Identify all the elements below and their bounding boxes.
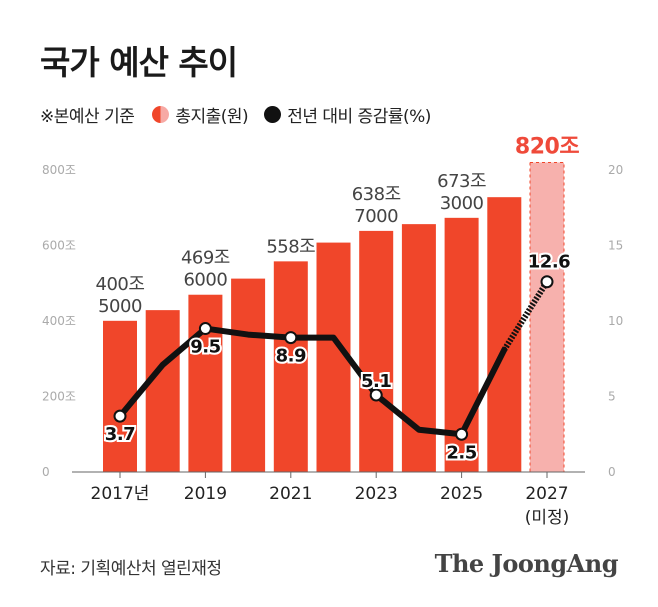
line-point-marker [540, 275, 554, 289]
legend-note: ※본예산 기준 [40, 107, 135, 127]
x-tick-label: 2021 [269, 484, 312, 504]
bar-value-label: 469조 [181, 248, 230, 269]
line-value-label: 2.5 [446, 442, 476, 463]
x-tick-label: 2025 [440, 484, 483, 504]
line-point-marker [284, 331, 298, 345]
bar [401, 224, 436, 472]
y-right-tick-label: 0 [608, 465, 616, 479]
brand-logo: The JoongAng [434, 549, 619, 578]
y-left-tick-label: 800조 [42, 163, 76, 177]
bar-value-label: 6000 [183, 270, 227, 291]
bar-value-label: 400조 [96, 274, 145, 295]
line-value-label: 9.5 [190, 337, 220, 358]
bar [103, 320, 137, 472]
line-point-marker [455, 427, 469, 441]
line-value-label: 5.1 [361, 371, 391, 392]
legend-line-label: 전년 대비 증감률(%) [287, 107, 431, 127]
bar [188, 294, 223, 472]
bar [273, 261, 308, 472]
line-point-marker [369, 388, 383, 402]
legend-bar-swatch-icon [152, 106, 170, 123]
growth-rate-line [117, 325, 508, 438]
growth-rate-line-projected [501, 280, 550, 352]
bar-value-label: 5000 [98, 296, 142, 317]
bar-value-label: 3000 [440, 193, 484, 214]
x-tick-label: 2019 [184, 484, 227, 504]
line-point-marker [113, 409, 127, 423]
legend-bar-label: 총지출(원) [175, 107, 249, 127]
y-right-tick-label: 10 [608, 314, 623, 328]
bar-value-label: 7000 [354, 206, 398, 227]
y-left-tick-label: 400조 [42, 314, 76, 328]
y-left-tick-label: 200조 [42, 390, 76, 404]
legend: ※본예산 기준 총지출(원) 전년 대비 증감률(%) [40, 102, 431, 127]
y-left-tick-label: 0 [42, 465, 50, 479]
line-value-label: 3.7 [105, 424, 135, 445]
bar-value-label: 820조 [515, 134, 579, 159]
bar [231, 278, 266, 472]
x-tick-label-note: (미정) [525, 508, 570, 528]
line-value-label: 8.9 [276, 346, 306, 367]
y-right-tick-label: 15 [608, 239, 623, 253]
line-point-marker [198, 322, 212, 336]
bar [145, 310, 180, 472]
bar-value-label: 638조 [352, 184, 401, 205]
x-tick-label: 2023 [355, 484, 398, 504]
line-value-label: 12.6 [528, 252, 570, 273]
x-tick-label: 2017년 [91, 484, 150, 504]
bar-value-label: 673조 [437, 171, 486, 192]
bar [359, 230, 394, 472]
bar-value-label: 558조 [266, 236, 315, 257]
legend-line-swatch-icon [264, 106, 282, 123]
y-left-tick-label: 600조 [42, 239, 76, 253]
source-note: 자료: 기획예산처 열린재정 [40, 559, 222, 579]
chart-title: 국가 예산 추이 [40, 43, 238, 82]
x-tick-label: 2027 [525, 484, 568, 504]
y-right-tick-label: 20 [608, 163, 623, 177]
y-right-tick-label: 5 [608, 390, 616, 404]
bar-projected [529, 161, 565, 473]
